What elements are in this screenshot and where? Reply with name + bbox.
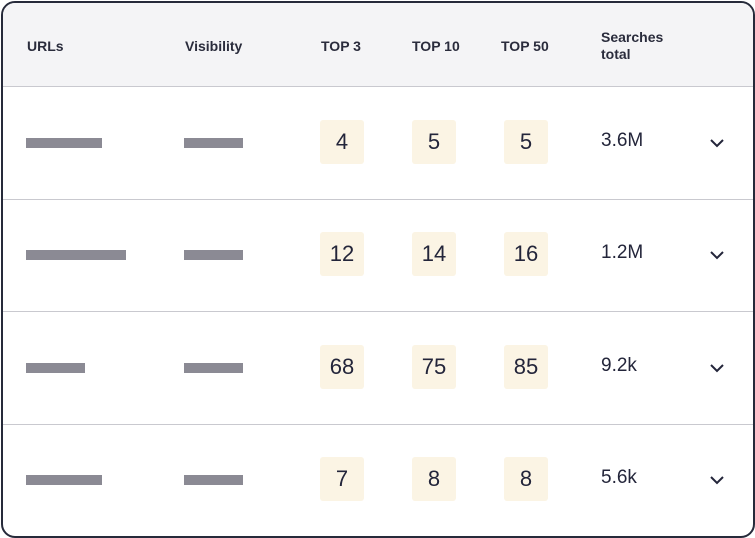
column-header-top3: TOP 3: [321, 38, 361, 54]
top3-badge: 12: [320, 232, 364, 276]
top3-badge: 68: [320, 345, 364, 389]
top50-badge: 16: [504, 232, 548, 276]
column-header-visibility: Visibility: [185, 38, 243, 54]
searches-total-value: 9.2k: [601, 355, 637, 376]
visibility-redacted-placeholder: [184, 475, 243, 485]
url-redacted-placeholder: [26, 138, 102, 148]
top50-badge: 5: [504, 120, 548, 164]
table-row[interactable]: 12 14 16 1.2M: [3, 199, 753, 312]
top10-badge: 75: [412, 345, 456, 389]
visibility-redacted-placeholder: [184, 138, 243, 148]
searches-total-value: 5.6k: [601, 467, 637, 488]
table-row[interactable]: 7 8 8 5.6k: [3, 424, 753, 536]
chevron-down-icon[interactable]: [709, 135, 725, 151]
url-redacted-placeholder: [26, 363, 85, 373]
chevron-down-icon[interactable]: [709, 360, 725, 376]
url-redacted-placeholder: [26, 475, 102, 485]
top10-badge: 5: [412, 120, 456, 164]
column-header-top10: TOP 10: [412, 38, 460, 54]
top10-badge: 14: [412, 232, 456, 276]
chevron-down-icon[interactable]: [709, 247, 725, 263]
chevron-down-icon[interactable]: [709, 472, 725, 488]
top3-badge: 7: [320, 457, 364, 501]
top50-badge: 85: [504, 345, 548, 389]
top3-badge: 4: [320, 120, 364, 164]
table-header: URLs Visibility TOP 3 TOP 10 TOP 50 Sear…: [3, 3, 753, 87]
searches-total-value: 3.6M: [601, 130, 644, 151]
top10-badge: 8: [412, 457, 456, 501]
visibility-redacted-placeholder: [184, 250, 243, 260]
column-header-urls: URLs: [27, 38, 64, 54]
top50-badge: 8: [504, 457, 548, 501]
column-header-top50: TOP 50: [501, 38, 549, 54]
column-header-searches-total: Searches total: [601, 29, 664, 62]
table-row[interactable]: 4 5 5 3.6M: [3, 87, 753, 200]
visibility-redacted-placeholder: [184, 363, 243, 373]
url-redacted-placeholder: [26, 250, 126, 260]
searches-total-value: 1.2M: [601, 242, 644, 263]
table-row[interactable]: 68 75 85 9.2k: [3, 312, 753, 425]
